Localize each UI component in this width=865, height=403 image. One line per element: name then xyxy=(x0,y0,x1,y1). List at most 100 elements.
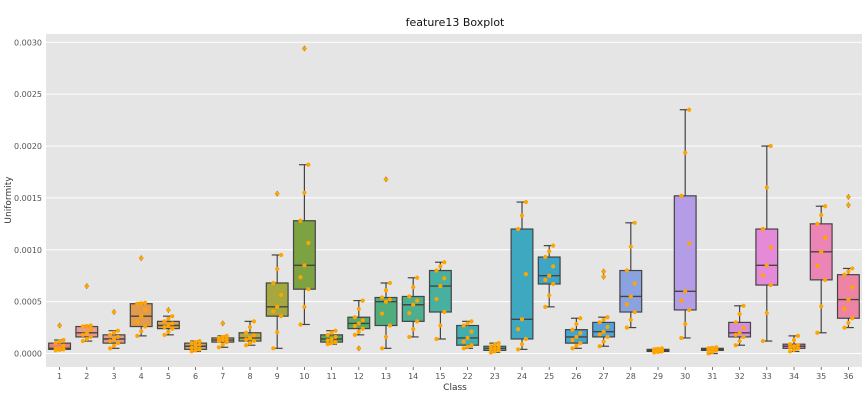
data-point xyxy=(461,339,466,344)
data-point xyxy=(515,327,521,332)
data-point xyxy=(251,319,257,324)
data-point xyxy=(624,325,629,330)
box-class-1 xyxy=(48,322,72,353)
data-point xyxy=(764,310,769,316)
data-point xyxy=(115,328,121,333)
data-point xyxy=(519,213,525,218)
data-point xyxy=(197,347,202,352)
data-point xyxy=(107,346,113,351)
data-point xyxy=(57,339,62,344)
data-point xyxy=(88,327,93,332)
box-class-9 xyxy=(265,190,289,351)
box-class-31 xyxy=(700,345,724,356)
x-tick-label: 14 xyxy=(408,372,418,381)
data-point xyxy=(679,193,684,198)
data-point xyxy=(632,309,637,315)
data-point xyxy=(488,344,493,349)
data-point xyxy=(706,351,711,356)
data-point xyxy=(220,337,225,343)
data-point xyxy=(271,309,276,314)
x-tick-label: 2 xyxy=(84,372,89,381)
data-point xyxy=(737,338,742,344)
outlier-point xyxy=(57,323,62,328)
data-point xyxy=(53,346,58,351)
x-tick-label: 25 xyxy=(544,372,554,381)
data-point xyxy=(139,314,144,319)
data-point xyxy=(302,190,307,195)
data-point xyxy=(846,320,851,326)
data-point xyxy=(547,293,552,298)
data-point xyxy=(329,341,334,346)
data-point xyxy=(442,260,447,265)
x-tick-label: 10 xyxy=(299,372,309,381)
box-class-32 xyxy=(728,303,752,348)
x-tick-label: 12 xyxy=(354,372,364,381)
data-point xyxy=(107,332,113,337)
data-point xyxy=(791,347,797,352)
data-point xyxy=(442,309,447,315)
data-point xyxy=(523,199,529,205)
box-class-14 xyxy=(401,275,425,340)
x-tick-label: 32 xyxy=(735,372,745,381)
data-point xyxy=(823,235,828,240)
data-point xyxy=(135,333,140,338)
data-point xyxy=(107,338,113,344)
data-point xyxy=(352,315,357,320)
outlier-point xyxy=(166,307,171,312)
data-point xyxy=(170,326,175,331)
data-point xyxy=(84,336,89,342)
data-point xyxy=(415,319,420,324)
iqr-box xyxy=(456,324,480,346)
data-point xyxy=(601,317,606,322)
data-point xyxy=(469,319,474,324)
data-point xyxy=(434,336,439,342)
data-point xyxy=(275,266,280,272)
data-point xyxy=(53,341,58,346)
data-point xyxy=(407,294,412,299)
x-tick-label: 34 xyxy=(789,372,799,381)
y-tick-label: 0.0030 xyxy=(14,38,42,47)
data-point xyxy=(461,346,466,351)
y-tick-label: 0.0025 xyxy=(14,90,42,99)
data-point xyxy=(434,268,439,273)
data-point xyxy=(189,341,194,346)
data-point xyxy=(679,298,684,303)
outlier-point xyxy=(601,269,606,274)
data-point xyxy=(302,304,307,309)
data-point xyxy=(795,343,801,348)
box-class-22 xyxy=(456,319,480,351)
data-point xyxy=(842,272,847,277)
outlier-point xyxy=(139,256,144,261)
data-point xyxy=(356,329,361,334)
data-point xyxy=(496,341,501,346)
data-point xyxy=(407,334,412,340)
data-point xyxy=(325,338,330,343)
outlier-point xyxy=(846,194,851,199)
outlier-point xyxy=(220,321,225,326)
data-point xyxy=(170,321,175,326)
data-point xyxy=(469,343,474,348)
box-class-26 xyxy=(564,316,588,351)
data-point xyxy=(247,324,253,330)
data-point xyxy=(655,346,661,351)
box-class-13 xyxy=(374,176,398,351)
data-point xyxy=(578,331,583,336)
data-point xyxy=(407,310,412,316)
data-point xyxy=(846,297,851,302)
outlier-point xyxy=(846,203,851,208)
y-tick-label: 0.0010 xyxy=(14,246,42,255)
data-point xyxy=(197,342,202,347)
box-class-25 xyxy=(537,243,561,309)
data-point xyxy=(551,264,556,269)
box-class-34 xyxy=(782,333,806,354)
x-tick-label: 23 xyxy=(490,372,500,381)
data-point xyxy=(815,221,820,226)
data-point xyxy=(819,212,824,218)
data-point xyxy=(333,334,338,340)
x-tick-label: 33 xyxy=(762,372,772,381)
data-point xyxy=(84,323,89,329)
x-tick-label: 1 xyxy=(57,372,62,381)
data-point xyxy=(683,321,688,327)
data-point xyxy=(605,324,610,330)
iqr-box xyxy=(836,274,860,319)
